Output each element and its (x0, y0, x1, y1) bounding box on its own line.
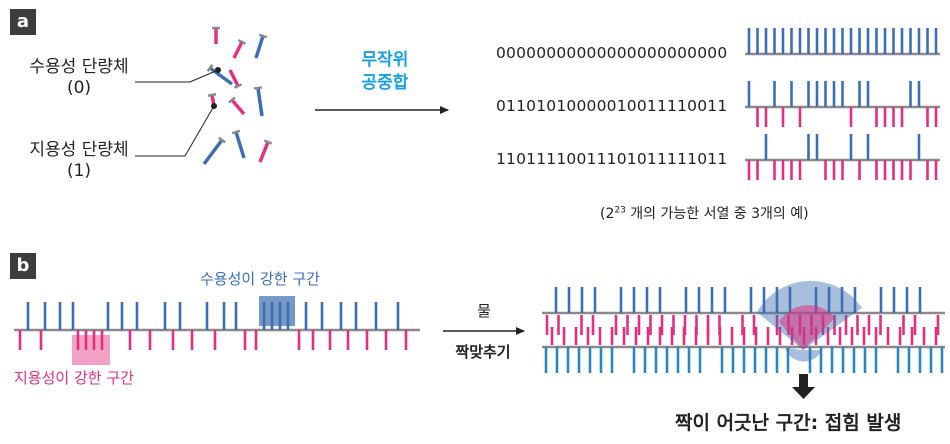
process-label-line2: 공중합 (361, 73, 409, 93)
misfolding-result-label: 짝이 어긋난 구간: 접힘 발생 (675, 412, 902, 434)
loose-monomer-11 (258, 141, 270, 163)
hydrophobic-pointer-line (135, 105, 215, 157)
hydrophobic-pointer-dot (211, 103, 217, 109)
monomer-cap-8 (228, 96, 236, 104)
hydrophobic-monomer-code: (1) (66, 161, 92, 181)
hydrophilic-monomer-label: 수용성 단량체 (29, 57, 129, 77)
panel-a-tag: a (10, 9, 36, 35)
monomer-cap-9 (231, 129, 241, 135)
sequence-2: 01101010000010011110011 (496, 97, 728, 115)
loose-monomer-6 (256, 87, 264, 117)
sequence-1: 00000000000000000000000 (496, 44, 728, 62)
hydrophobic-region-label: 지용성이 강한 구간 (14, 369, 134, 387)
arrow-label-pairing: 짝맞추기 (455, 343, 511, 361)
panel-b-tag: b (10, 253, 36, 279)
loose-monomer-8 (230, 98, 246, 116)
loose-monomer-3 (254, 35, 265, 59)
loose-monomer-10 (202, 138, 224, 166)
monomer-cap-4 (206, 64, 214, 72)
caption-rest: 개의 가능한 서열 중 3개의 예) (625, 206, 809, 222)
result-arrow-head (792, 387, 815, 399)
monomer-cap-7 (207, 93, 217, 97)
hydrophilic-region-highlight (259, 296, 295, 326)
hydrophilic-region-label: 수용성이 강한 구간 (200, 270, 320, 288)
monomer-cap-10 (218, 136, 226, 144)
monomer-cap-6 (253, 86, 263, 90)
hydrophobic-region-highlight (72, 335, 110, 365)
loose-monomer-4 (208, 66, 234, 86)
arrow-label-water: 물 (477, 302, 491, 320)
monomer-cap-5 (233, 83, 243, 89)
caption-prefix: (2 (600, 206, 615, 222)
fold-cone-pink (779, 305, 835, 350)
hydrophilic-pointer-dot (215, 67, 221, 73)
hydrophilic-pointer-line (135, 69, 219, 83)
hydrophobic-monomer-label: 지용성 단량체 (29, 140, 129, 160)
monomer-cap-3 (258, 33, 268, 39)
process-label-line1: 무작위 (361, 50, 409, 70)
hydrophilic-monomer-code: (0) (66, 78, 92, 98)
result-arrow-shaft (799, 374, 808, 388)
fold-cone-lower (785, 348, 822, 362)
loose-monomer-2 (232, 41, 244, 59)
caption-exponent: 23 (614, 205, 626, 216)
loose-monomer-5 (228, 69, 240, 87)
monomer-cap-11 (263, 139, 273, 145)
loose-monomer-9 (234, 131, 246, 159)
sequence-3: 11011110011101011111011 (496, 150, 728, 168)
monomer-cap-2 (237, 39, 247, 45)
sequence-caption: (223 개의 가능한 서열 중 3개의 예) (600, 203, 809, 223)
